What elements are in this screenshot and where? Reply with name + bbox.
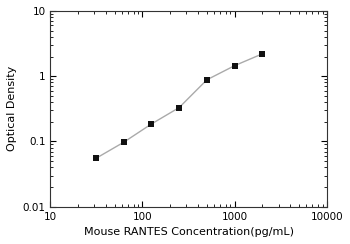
Point — [204, 78, 210, 82]
Point — [93, 156, 99, 160]
Point — [260, 52, 265, 56]
Point — [121, 140, 126, 144]
Point — [176, 106, 182, 110]
X-axis label: Mouse RANTES Concentration(pg/mL): Mouse RANTES Concentration(pg/mL) — [84, 227, 294, 237]
Point — [232, 64, 237, 68]
Point — [149, 122, 154, 126]
Y-axis label: Optical Density: Optical Density — [7, 66, 17, 152]
